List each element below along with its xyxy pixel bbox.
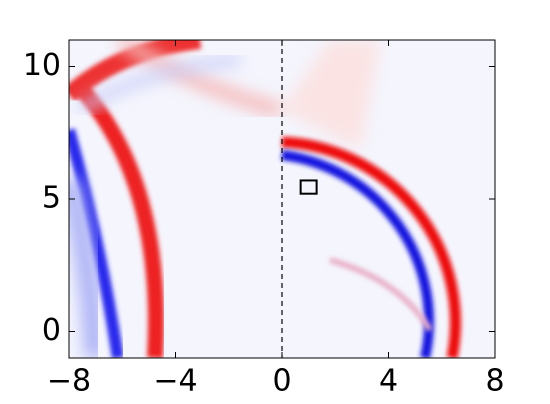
field-wave [281, 150, 434, 358]
marker-box [299, 179, 318, 195]
x-tick-label: 8 [485, 364, 504, 399]
field-wave [72, 79, 165, 358]
field-wave [77, 55, 241, 115]
field-wave [69, 40, 202, 102]
x-tick-label: 4 [379, 364, 398, 399]
x-tick-label: 0 [272, 364, 291, 399]
field-wave [69, 128, 124, 358]
y-tick-label: 5 [42, 181, 61, 216]
field-wave [281, 136, 461, 358]
y-tick-label: 10 [23, 48, 61, 83]
field-wave [329, 257, 433, 332]
x-tick-label: −8 [47, 364, 91, 399]
field-beam [282, 40, 380, 150]
x-tick-label: −4 [153, 364, 197, 399]
field-wave [116, 40, 282, 117]
y-tick-label: 0 [42, 313, 61, 348]
